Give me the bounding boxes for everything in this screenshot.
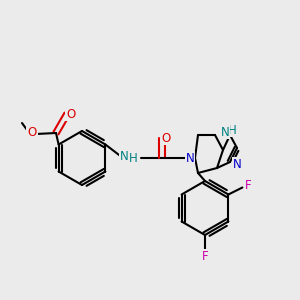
Text: O: O [27, 125, 37, 139]
Text: N: N [232, 158, 242, 170]
Text: N: N [120, 151, 128, 164]
Text: O: O [161, 131, 171, 145]
Text: F: F [202, 250, 208, 262]
Text: O: O [66, 107, 76, 121]
Text: N: N [186, 152, 194, 164]
Text: F: F [245, 179, 252, 192]
Text: N: N [220, 125, 230, 139]
Text: H: H [228, 124, 236, 136]
Text: H: H [129, 152, 137, 164]
